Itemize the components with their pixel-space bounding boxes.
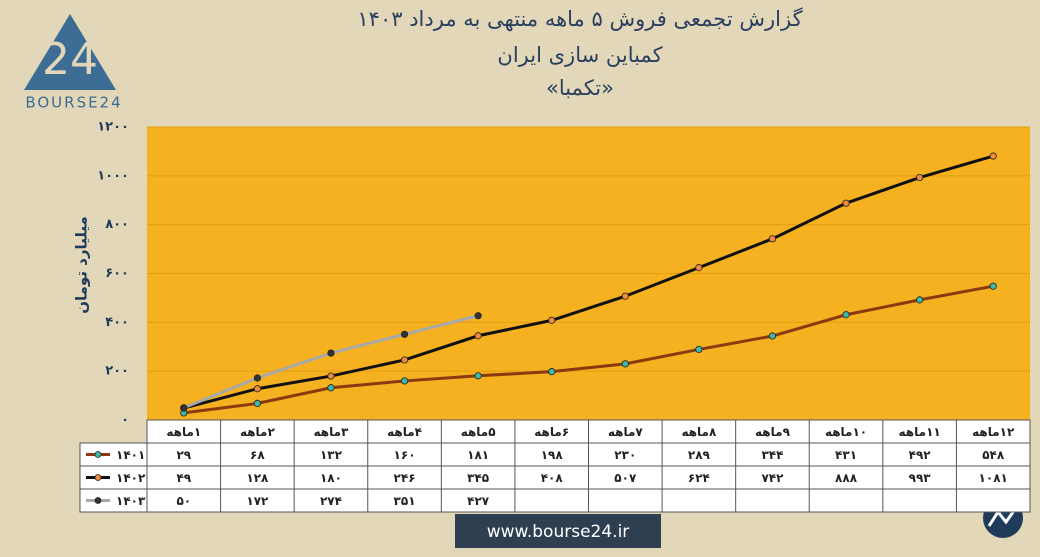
- point: [400, 330, 409, 338]
- legend-label: ۱۴۰۳: [116, 494, 146, 508]
- table-value: ۴۹۲: [909, 448, 932, 462]
- website-bg: [455, 514, 661, 548]
- table-value: ۱۸۱: [467, 448, 489, 462]
- x-tick-label: ۶ماهه: [534, 425, 569, 439]
- point: [548, 316, 556, 324]
- legend-marker: [94, 451, 102, 458]
- point: [548, 368, 556, 376]
- table-value: ۱۸۰: [320, 471, 342, 485]
- point: [327, 349, 335, 357]
- point: [842, 199, 850, 207]
- point: [621, 360, 629, 368]
- website: www.bourse24.ir: [487, 522, 630, 542]
- y-tick-label: ۴۰۰: [105, 315, 129, 330]
- table-value: ۱۶۰: [394, 448, 416, 462]
- chart-subtitle: کمباین سازی ایران: [497, 43, 662, 67]
- point: [695, 264, 703, 272]
- x-tick-label: ۷ماهه: [608, 425, 644, 439]
- point: [253, 374, 261, 382]
- point: [327, 372, 335, 380]
- y-tick-label: ۱۲۰۰: [97, 120, 129, 135]
- logo-text: BOURSE24: [25, 94, 122, 112]
- x-tick-label: ۹ماهه: [755, 425, 791, 439]
- table-value: ۲۴۶: [394, 471, 416, 485]
- table-value: ۱۲۸: [246, 471, 269, 485]
- table-value: ۸۸۸: [835, 471, 858, 485]
- table-value: ۲۹: [176, 448, 191, 462]
- y-tick-label: ۸۰۰: [105, 217, 129, 232]
- table-value: ۴۰۸: [541, 471, 564, 485]
- point: [400, 377, 409, 385]
- table-value: ۱۰۸۱: [979, 471, 1008, 485]
- table-value: ۶۲۴: [688, 471, 710, 485]
- table-value: ۴۲۷: [467, 494, 490, 508]
- x-tick-label: ۸ماهه: [681, 425, 717, 439]
- table-value: ۲۳۰: [614, 448, 636, 462]
- x-tick-label: ۴ماهه: [387, 425, 422, 439]
- table-value: ۵۴۸: [982, 448, 1005, 462]
- table-value: ۹۹۳: [909, 471, 932, 485]
- icon-arrow: [987, 507, 1018, 527]
- y-tick-label: ۰: [121, 413, 129, 428]
- logo-mark: 24: [42, 34, 98, 85]
- point: [695, 345, 703, 354]
- x-tick-label: ۵ماهه: [461, 425, 496, 439]
- point: [400, 356, 409, 364]
- chart-title: گزارش تجمعی فروش ۵ ماهه منتهی به مرداد ۱…: [357, 7, 802, 31]
- table-value: ۶۸: [250, 448, 265, 462]
- table-value: ۴۳۱: [835, 448, 857, 462]
- point: [768, 235, 777, 243]
- table-value: ۷۴۲: [761, 471, 784, 485]
- point: [842, 311, 850, 319]
- point: [768, 332, 777, 340]
- data-table: ۱ماهه ۲ماهه ۳ماهه ۴ماهه ۵ماهه ۶ماهه ۷ماهه ۸ماهه…: [79, 419, 1031, 513]
- legend-marker: [94, 474, 102, 481]
- legend-label: ۱۴۰۱: [116, 448, 145, 462]
- x-tick-label: ۳ماهه: [314, 425, 350, 439]
- point: [180, 404, 188, 412]
- table-value: ۲۸۹: [688, 448, 711, 462]
- x-tick-label: ۲ماهه: [240, 425, 276, 439]
- point: [327, 384, 335, 392]
- point: [474, 332, 482, 340]
- series-line: [183, 154, 994, 410]
- legend-label: ۱۴۰۲: [116, 471, 146, 485]
- point: [621, 292, 629, 300]
- point: [989, 152, 997, 160]
- table-value: ۳۵۱: [394, 494, 416, 508]
- y-tick-label: ۲۰۰: [105, 364, 129, 379]
- table-value: ۱۷۲: [246, 494, 269, 508]
- chart-subtitle: «تکمبا»: [546, 76, 614, 100]
- legend-marker: [94, 497, 102, 504]
- point: [474, 312, 482, 320]
- x-tick-label: ۱۰ماهه: [825, 425, 867, 439]
- point: [474, 372, 482, 380]
- point: [253, 399, 261, 407]
- table-value: ۳۴۴: [761, 448, 783, 462]
- x-tick-label: ۱۱ماهه: [899, 425, 941, 439]
- x-tick-label: ۱ماهه: [166, 425, 201, 439]
- point: [916, 173, 924, 182]
- logo-triangle: [24, 14, 116, 90]
- website-box: www.bourse24.ir: [455, 514, 661, 548]
- series-line: [183, 284, 994, 415]
- logo: 24 BOURSE24: [24, 14, 122, 112]
- y-tick-label: ۶۰۰: [105, 266, 129, 281]
- point: [916, 296, 924, 304]
- y-tick-label: ۱۰۰۰: [97, 168, 129, 183]
- table-value: ۲۷۴: [320, 494, 342, 508]
- table-value: ۵۰: [176, 494, 191, 508]
- table-value: ۱۹۸: [541, 448, 564, 462]
- table-value: ۵۰۷: [614, 471, 637, 485]
- y-axis-title: میلیارد تومان: [73, 216, 91, 314]
- point: [989, 282, 997, 290]
- table-value: ۴۹: [176, 471, 191, 485]
- table-value: ۳۴۵: [467, 471, 489, 485]
- x-tick-label: ۱۲ماهه: [972, 425, 1015, 439]
- table-value: ۱۳۲: [320, 448, 343, 462]
- point: [253, 385, 261, 393]
